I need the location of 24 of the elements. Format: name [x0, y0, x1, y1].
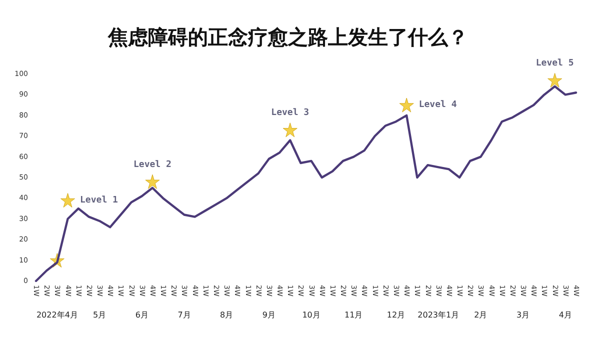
text: 4月: [558, 310, 572, 320]
point: [548, 72, 562, 88]
data-label: Level 3: [271, 108, 310, 118]
point: [399, 98, 414, 112]
point: [60, 193, 76, 208]
point: [145, 174, 160, 189]
text: 9月: [262, 310, 276, 320]
point: [282, 122, 298, 138]
text: 10月: [302, 310, 320, 320]
data-label: Level 5: [536, 58, 574, 68]
text: 2月: [474, 310, 488, 320]
text: 8月: [220, 310, 234, 320]
text: 12月: [386, 310, 406, 320]
chart-title: 焦虑障碍的正念疗愈之路上发生了什么？: [107, 25, 468, 49]
data-label: Level 2: [134, 160, 172, 170]
text: 6月: [135, 310, 148, 320]
text: 2023年1月: [418, 310, 460, 320]
text: 7月: [178, 310, 191, 320]
text: 5月: [92, 310, 106, 320]
text: 11月: [344, 310, 363, 320]
data-label: Level 1: [80, 195, 118, 206]
text: 3月: [516, 310, 530, 320]
text: 2022年4月: [36, 310, 78, 320]
data-label: Level 4: [418, 100, 458, 110]
